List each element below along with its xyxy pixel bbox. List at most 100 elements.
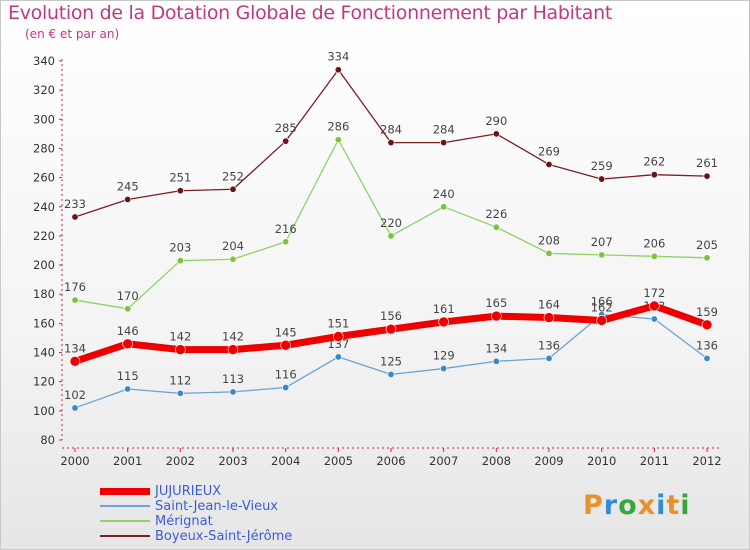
data-label: 176 (64, 280, 86, 294)
data-label: 161 (433, 302, 455, 316)
data-point (176, 187, 184, 195)
y-tick-label: 140 (33, 346, 55, 360)
logo-letter: x (637, 490, 657, 521)
data-point (385, 323, 397, 335)
data-point (176, 389, 184, 397)
data-point (229, 255, 237, 263)
data-point (438, 316, 449, 328)
data-label: 245 (117, 179, 139, 193)
data-label: 226 (485, 207, 507, 221)
y-tick-label: 320 (33, 83, 55, 97)
data-point (229, 185, 237, 193)
x-tick-label: 2004 (271, 454, 300, 468)
data-point (650, 171, 658, 179)
y-tick-label: 100 (33, 404, 55, 418)
data-point (282, 137, 290, 145)
logo-letter: r (603, 490, 619, 521)
data-label: 166 (591, 295, 613, 309)
data-point (440, 203, 448, 211)
data-point (492, 223, 500, 231)
data-label: 285 (275, 121, 297, 135)
y-tick-label: 280 (33, 141, 55, 155)
x-tick-label: 2001 (113, 454, 142, 468)
data-point (280, 339, 291, 351)
data-label: 136 (696, 338, 718, 352)
data-point (491, 310, 502, 322)
data-point (701, 319, 713, 331)
data-point (598, 175, 606, 183)
data-label: 159 (696, 305, 718, 319)
data-point (334, 353, 342, 361)
x-tick-label: 2006 (376, 454, 405, 468)
y-tick-label: 180 (33, 287, 55, 301)
data-label: 134 (485, 341, 507, 355)
data-point (122, 338, 133, 350)
data-label: 102 (64, 388, 86, 402)
legend-label: Mérignat (155, 514, 213, 529)
y-tick-label: 120 (33, 375, 55, 389)
data-point (387, 370, 395, 378)
data-point (703, 172, 711, 180)
chart-legend: JUJURIEUX Saint-Jean-le-Vieux Mérignat Boye… (100, 484, 360, 544)
y-tick-label: 200 (33, 258, 55, 272)
data-label: 115 (117, 369, 139, 383)
y-tick-label: 240 (33, 200, 55, 214)
data-label: 261 (696, 156, 718, 170)
chart-title: Evolution de la Dotation Globale de Fonc… (8, 2, 613, 24)
x-tick-label: 2002 (166, 454, 195, 468)
data-point (334, 136, 342, 144)
data-label: 290 (485, 114, 507, 128)
legend-label: JUJURIEUX (155, 484, 222, 499)
y-tick-label: 160 (33, 316, 55, 330)
x-tick-label: 2007 (429, 454, 458, 468)
y-tick-label: 80 (40, 433, 55, 447)
chart-subtitle: (en € et par an) (25, 27, 120, 41)
data-point (545, 354, 553, 362)
legend-item: JUJURIEUX (100, 484, 360, 499)
x-tick-label: 2008 (482, 454, 511, 468)
data-label: 216 (275, 222, 297, 236)
x-tick-label: 2000 (60, 454, 89, 468)
data-label: 142 (222, 330, 244, 344)
data-point (545, 160, 553, 168)
data-point (124, 305, 132, 313)
data-label: 205 (696, 238, 718, 252)
data-label: 136 (538, 338, 560, 352)
data-point (598, 251, 606, 259)
data-label: 113 (222, 372, 244, 386)
data-point (333, 331, 344, 342)
data-point (649, 300, 660, 312)
data-point (703, 254, 711, 262)
data-label: 156 (380, 309, 402, 323)
data-point (703, 354, 711, 362)
data-point (71, 296, 79, 304)
data-label: 220 (380, 216, 402, 230)
data-point (387, 139, 395, 147)
data-label: 251 (169, 171, 191, 185)
data-point (71, 404, 79, 412)
logo-letter: i (680, 490, 691, 521)
data-point (71, 213, 79, 221)
data-label: 146 (117, 324, 139, 338)
x-tick-label: 2010 (587, 454, 616, 468)
proxiti-logo: Proxiti (583, 490, 691, 521)
logo-letter: i (656, 490, 667, 521)
data-label: 134 (64, 341, 86, 355)
data-point (492, 357, 500, 365)
x-tick-label: 2011 (640, 454, 669, 468)
data-point (124, 195, 132, 203)
y-tick-label: 300 (33, 112, 55, 126)
data-label: 207 (591, 235, 613, 249)
data-point (175, 344, 186, 355)
legend-item: Mérignat (100, 514, 360, 529)
data-label: 125 (380, 354, 402, 368)
data-point (176, 257, 184, 265)
data-point (650, 315, 658, 323)
data-point (596, 315, 607, 326)
x-tick-label: 2003 (218, 454, 247, 468)
data-label: 240 (433, 187, 455, 201)
data-point (545, 249, 553, 257)
data-label: 286 (327, 120, 349, 134)
y-tick-label: 220 (33, 229, 55, 243)
